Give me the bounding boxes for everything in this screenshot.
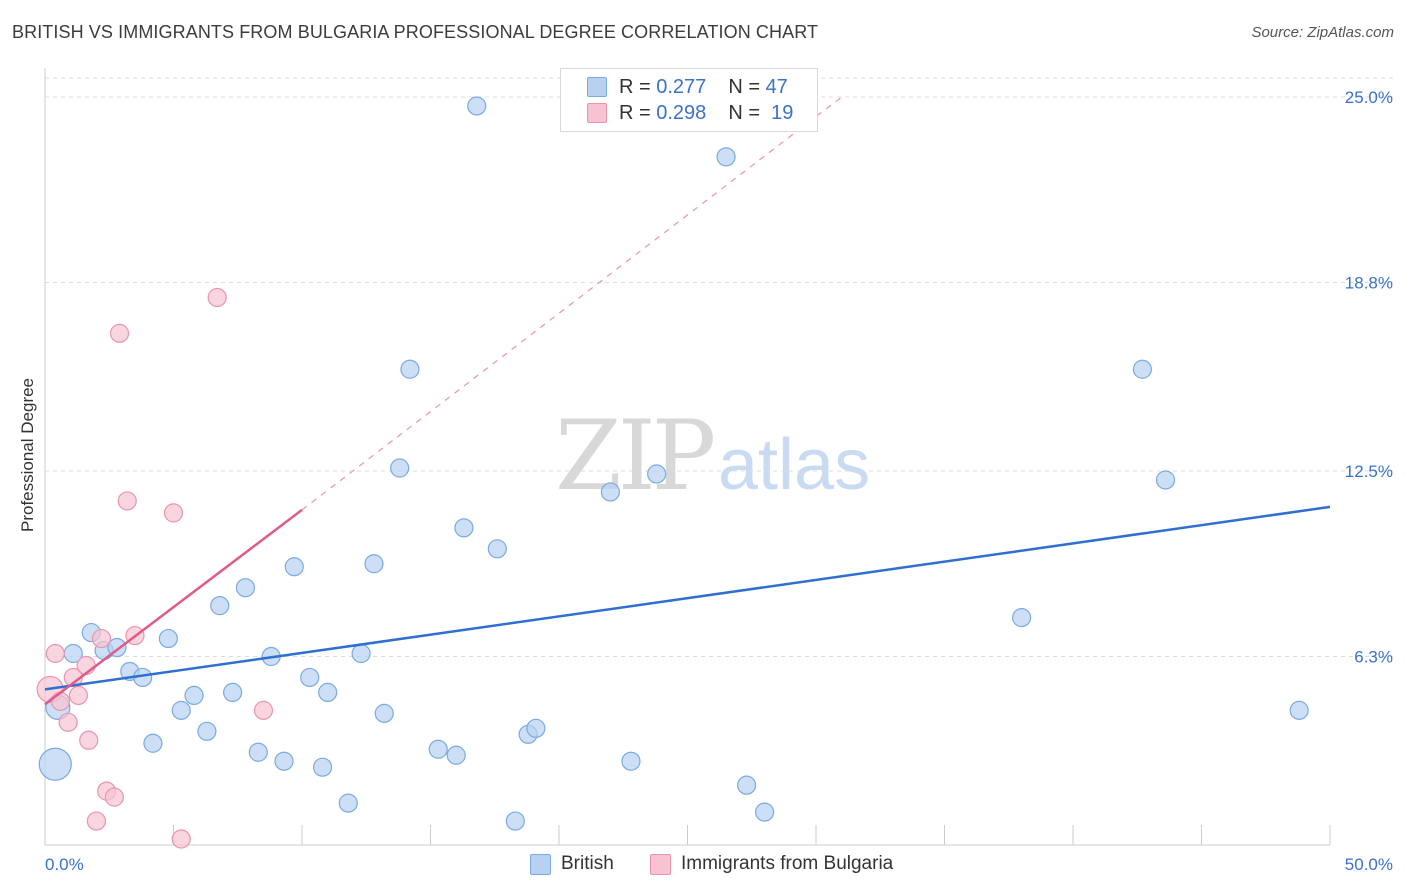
british-point <box>143 733 163 753</box>
x-tick-label: 0.0% <box>45 855 84 874</box>
bulgaria-point <box>45 643 65 664</box>
chart-title: BRITISH VS IMMIGRANTS FROM BULGARIA PROF… <box>12 22 819 42</box>
british-point <box>600 482 621 502</box>
british-point <box>300 667 320 688</box>
source-label: Source: ZipAtlas.com <box>1251 24 1394 41</box>
british-point <box>210 596 230 616</box>
legend-n-value: 19 <box>771 101 794 124</box>
british-point <box>1155 470 1176 490</box>
y-tick-label: 18.8% <box>1345 274 1393 293</box>
x-tick-label: 50.0% <box>1345 855 1393 874</box>
british-point <box>312 757 333 777</box>
bulgaria-point <box>253 700 274 720</box>
legend-r-value: 0.277 <box>656 75 707 98</box>
british-point <box>390 458 410 478</box>
british-point <box>223 682 243 703</box>
bulgaria-point <box>58 712 78 732</box>
bulgaria-point <box>171 829 191 849</box>
bulgaria-point <box>86 811 107 831</box>
british-point <box>621 751 641 771</box>
legend-n-value: 47 <box>765 75 788 98</box>
bulgaria-trend-extension <box>301 96 843 511</box>
bulgaria-point <box>104 787 124 807</box>
british-point <box>274 751 294 771</box>
british-swatch <box>587 77 607 97</box>
bulgaria-legend-label: Immigrants from Bulgaria <box>681 853 894 874</box>
british-point <box>1011 608 1032 628</box>
bulgaria-point <box>50 691 71 711</box>
bulgaria-point <box>163 503 184 523</box>
british-point <box>284 557 304 577</box>
british-point <box>454 518 474 538</box>
bulgaria-point <box>68 685 89 706</box>
legend-r-label: R = <box>619 101 651 124</box>
bottom-legend-british: British <box>530 850 614 878</box>
british-point <box>428 739 448 759</box>
british-point <box>318 682 338 703</box>
british-point <box>526 718 546 738</box>
bulgaria-trend-line <box>44 508 303 706</box>
legend-r-value: 0.298 <box>656 101 707 124</box>
british-point <box>197 721 217 741</box>
british-point <box>716 147 736 167</box>
british-point <box>1289 700 1309 720</box>
british-point <box>338 793 358 813</box>
british-point <box>248 742 268 762</box>
british-point <box>158 628 178 649</box>
british-point <box>1132 359 1152 379</box>
british-trend-line <box>44 505 1331 691</box>
bulgaria-swatch <box>587 103 607 123</box>
british-point <box>467 96 487 116</box>
british-legend-label: British <box>561 853 614 874</box>
bulgaria-point <box>91 628 112 649</box>
british-legend-swatch <box>530 853 551 875</box>
watermark-zip: ZIP <box>555 400 716 512</box>
watermark-atlas: atlas <box>718 425 871 505</box>
legend-row-bulgaria: R = 0.298 N = 19 <box>587 100 793 126</box>
legend-n-label: N = <box>728 101 760 124</box>
british-point <box>171 700 191 720</box>
british-point <box>184 685 204 706</box>
british-point <box>487 539 507 559</box>
british-point <box>400 359 420 379</box>
bulgaria-point <box>207 287 227 308</box>
bulgaria-point <box>79 730 99 750</box>
british-point <box>505 811 525 831</box>
british-point <box>38 747 72 781</box>
legend-row-british: R = 0.277 N = 47 <box>587 74 788 100</box>
y-tick-label: 6.3% <box>1354 648 1393 667</box>
british-point <box>446 745 466 765</box>
british-point <box>737 775 757 795</box>
british-point <box>647 464 667 484</box>
legend-r-label: R = <box>619 75 651 98</box>
stats-legend: R = 0.277 N = 47 R = 0.298 N = 19 <box>560 68 818 132</box>
british-point <box>364 554 384 574</box>
british-point <box>235 578 256 598</box>
british-point <box>374 703 394 723</box>
bulgaria-legend-swatch <box>650 853 671 875</box>
bulgaria-point <box>109 323 130 343</box>
legend-n-label: N = <box>728 75 760 98</box>
british-point <box>351 643 371 664</box>
y-tick-label: 25.0% <box>1345 88 1393 107</box>
bottom-legend-bulgaria: Immigrants from Bulgaria <box>650 850 893 878</box>
british-point <box>754 802 775 822</box>
y-tick-label: 12.5% <box>1345 462 1393 481</box>
bulgaria-point <box>117 491 137 511</box>
